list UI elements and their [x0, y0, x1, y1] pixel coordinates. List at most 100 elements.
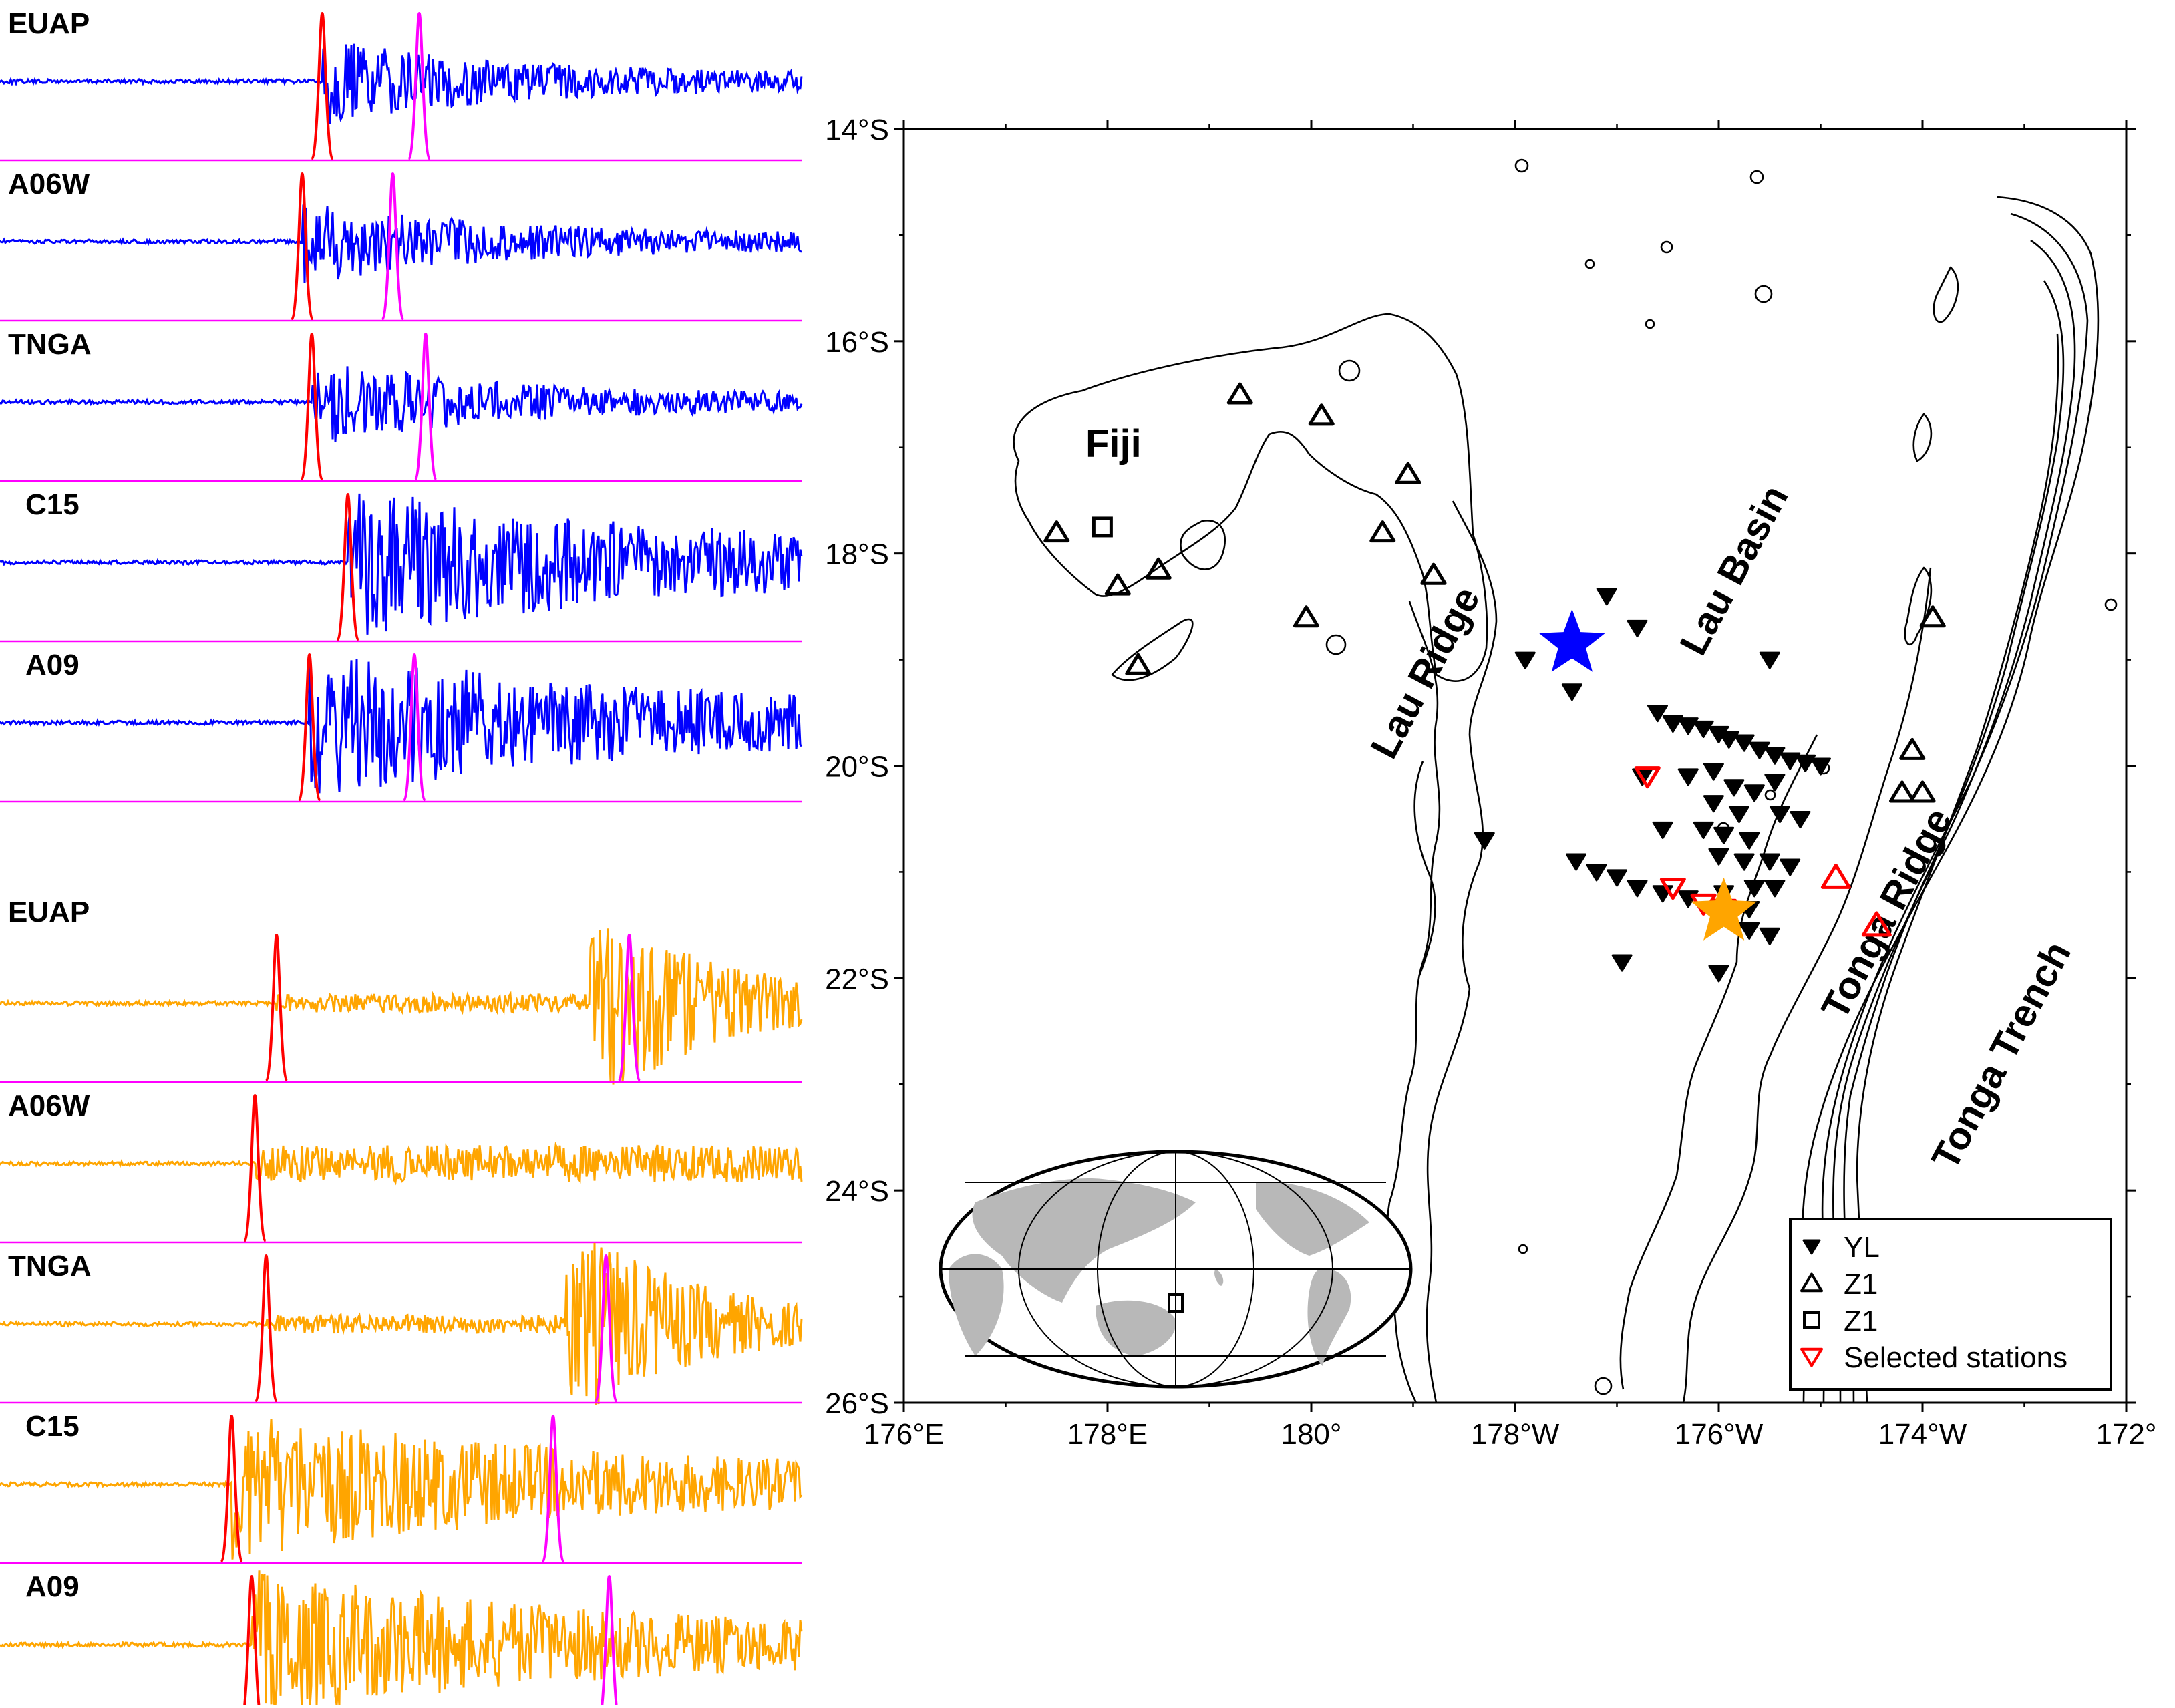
lon-tick-label: 172° — [2096, 1418, 2156, 1451]
small-island — [1594, 1377, 1613, 1395]
yl-station-marker — [1703, 763, 1724, 781]
s-pick-curve — [402, 653, 427, 802]
station-label: A06W — [8, 1089, 90, 1122]
label-fiji: Fiji — [1085, 422, 1142, 466]
waveform-row: C15 — [0, 488, 803, 643]
station-label: A06W — [8, 168, 90, 200]
legend-item: Z1 — [1803, 1305, 1878, 1337]
small-island — [1764, 789, 1776, 801]
s-pick-curve — [594, 1254, 619, 1403]
yl-station-marker — [1586, 864, 1607, 882]
z1-triangle-station-marker — [1104, 573, 1131, 596]
yl-station-marker — [1652, 821, 1673, 839]
lon-tick-label: 178°E — [1067, 1418, 1148, 1451]
waveform-row: A06W — [0, 168, 802, 322]
tonga-island-b — [1912, 413, 1933, 462]
lat-tick-label: 26°S — [825, 1387, 889, 1420]
lat-tick-label: 14°S — [825, 114, 889, 146]
yl-station-marker — [1708, 965, 1729, 983]
small-island — [1338, 359, 1361, 382]
stations — [1043, 382, 1946, 983]
legend-selected-icon — [1800, 1347, 1823, 1367]
waveform-row: TNGA — [0, 1242, 803, 1405]
legend-label: Z1 — [1844, 1268, 1878, 1301]
label-lau-basin: Lau Basin — [1671, 478, 1797, 662]
seismic-trace — [0, 43, 803, 124]
lat-tick-label: 16°S — [825, 326, 889, 359]
seismic-trace — [0, 204, 802, 283]
vavau-coast — [1904, 566, 1933, 645]
z1-triangle-station-marker — [1308, 403, 1335, 426]
waveform-row: A09 — [0, 1570, 803, 1708]
yl-station-marker — [1795, 754, 1816, 772]
z1-triangle-station-marker — [1889, 780, 1915, 803]
legend-z1-triangle-icon — [1800, 1272, 1823, 1293]
trench-contour-5 — [1856, 333, 2059, 1403]
selected-station-marker — [1659, 878, 1686, 900]
small-island — [1518, 1244, 1528, 1254]
seismic-trace — [0, 1419, 803, 1560]
legend-z1-square-icon — [1803, 1311, 1820, 1329]
s-pick-curve — [413, 332, 438, 481]
waveform-row: C15 — [0, 1410, 803, 1564]
s-pick-curve — [407, 11, 432, 160]
z1-triangle-station-marker — [1145, 557, 1172, 580]
yl-station-marker — [1713, 826, 1735, 844]
station-label: EUAP — [8, 896, 90, 928]
seismic-trace — [0, 1141, 803, 1186]
yl-station-marker — [1647, 705, 1668, 723]
yl-station-marker — [1566, 853, 1586, 871]
p-pick-curve — [265, 933, 289, 1082]
yl-station-marker — [1770, 806, 1790, 824]
yl-station-marker — [1780, 858, 1801, 876]
vanua-levu-coast — [1180, 520, 1226, 570]
z1-triangle-station-marker — [1369, 520, 1396, 543]
yl-station-marker — [1759, 651, 1780, 669]
z1-triangle-station-marker — [1909, 780, 1936, 803]
station-label: C15 — [25, 1410, 79, 1443]
z1-triangle-station-marker — [1226, 382, 1253, 405]
legend-item: Z1 — [1800, 1268, 1878, 1301]
inset-globe — [939, 1150, 1413, 1389]
z1-triangle-station-marker — [1899, 737, 1926, 760]
tonga-island-a — [1933, 266, 1959, 323]
yl-station-marker — [1677, 717, 1699, 735]
lon-tick-label: 180° — [1281, 1418, 1341, 1451]
globe-graticule — [941, 1151, 1411, 1387]
legend-label: Selected stations — [1844, 1341, 2067, 1374]
yl-station-marker — [1790, 810, 1811, 829]
yl-station-marker — [1703, 795, 1724, 813]
yl-station-marker — [1514, 651, 1536, 669]
selected-station-marker — [1634, 766, 1661, 789]
tonga-ridge-west — [1619, 734, 1818, 1390]
p-pick-curve — [299, 332, 324, 481]
lau-ridge-outer — [1426, 500, 1498, 1403]
p-pick-curve — [254, 1254, 279, 1403]
yl-station-marker — [1733, 853, 1755, 871]
yl-station-marker — [1723, 779, 1745, 797]
legend-item: Selected stations — [1800, 1341, 2067, 1374]
legend-box — [1789, 1218, 2112, 1391]
s-pick-curve — [381, 172, 405, 321]
yl-station-marker — [1729, 806, 1749, 824]
waveform-row: EUAP — [0, 896, 803, 1085]
z1-triangle-station-marker — [1420, 562, 1447, 585]
yl-station-marker — [1759, 853, 1780, 871]
yl-station-marker — [1611, 954, 1633, 972]
small-island — [1325, 634, 1347, 655]
p-pick-curve — [297, 653, 322, 802]
lat-tick-label: 24°S — [825, 1175, 889, 1208]
yl-station-marker — [1739, 922, 1760, 940]
waveform-panels: EUAP A06W TNGA C15 A09 EUAP A06W TNGA C15 A09 — [0, 7, 803, 1708]
yl-station-marker — [1743, 784, 1765, 802]
kadavu-coast — [1111, 618, 1194, 681]
yl-station-marker — [1708, 848, 1729, 866]
yl-station-marker — [1743, 880, 1765, 898]
legend-label: Z1 — [1844, 1305, 1878, 1337]
yl-station-marker — [1764, 774, 1786, 792]
waveform-row: TNGA — [0, 328, 803, 482]
yl-station-marker — [1677, 768, 1699, 786]
station-label: TNGA — [8, 328, 92, 361]
small-island — [1749, 170, 1764, 184]
